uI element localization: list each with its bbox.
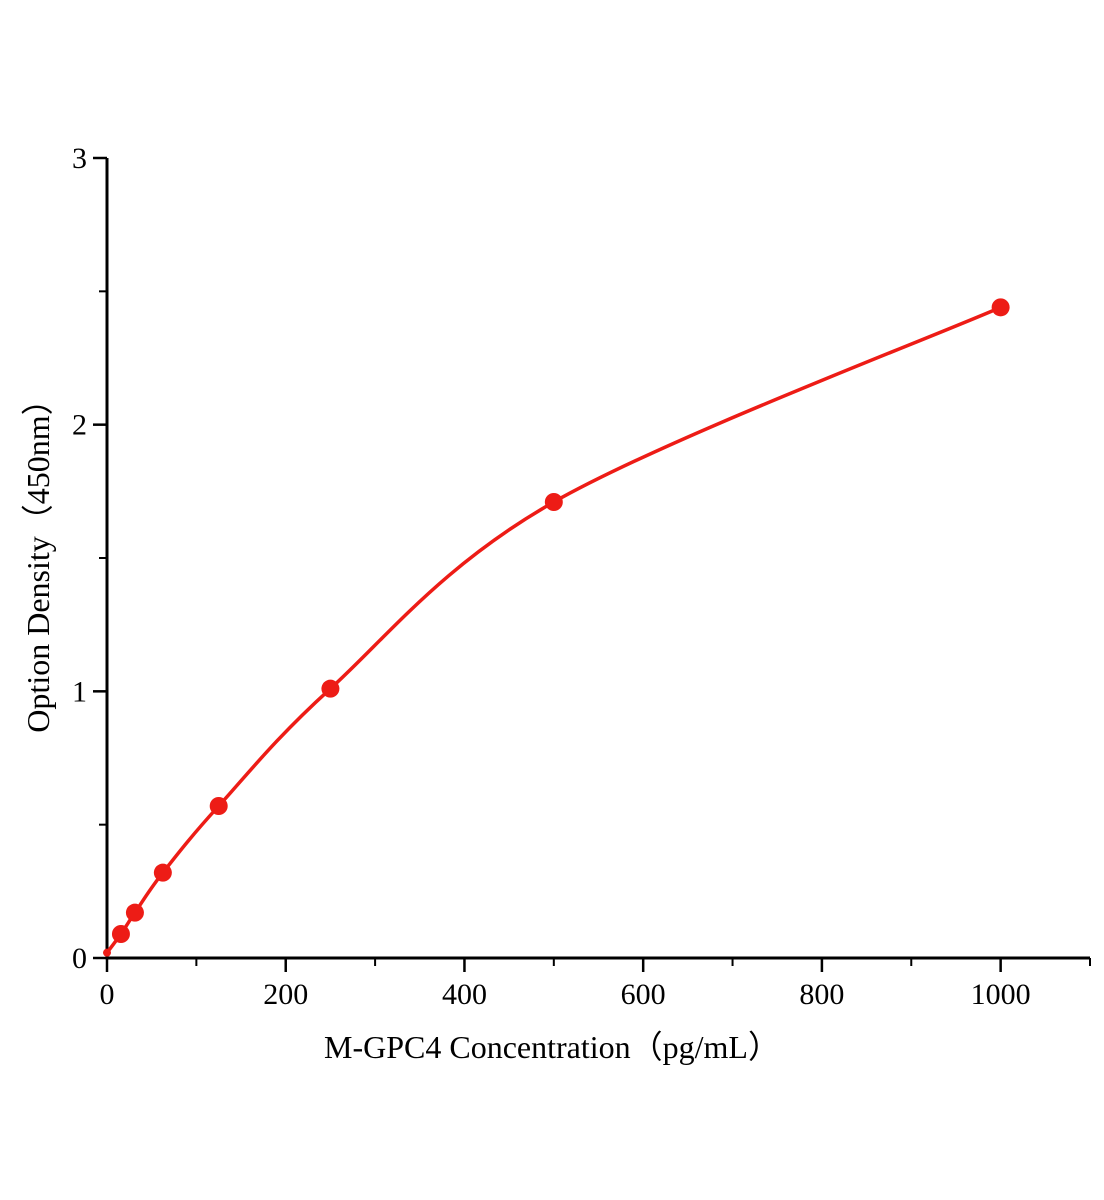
y-tick-label: 3 — [72, 142, 87, 175]
x-axis-title: M-GPC4 Concentration（pg/mL） — [324, 1029, 780, 1065]
x-tick-label: 1000 — [971, 978, 1031, 1011]
x-tick-label: 600 — [621, 978, 666, 1011]
y-tick-label: 1 — [72, 675, 87, 708]
data-point — [125, 903, 144, 922]
y-axis-title: Option Density（450nm） — [20, 383, 56, 733]
x-tick-label: 400 — [442, 978, 487, 1011]
x-tick-label: 200 — [263, 978, 308, 1011]
standard-curve-line — [105, 305, 1003, 955]
data-point — [991, 298, 1010, 317]
data-point — [153, 863, 172, 882]
y-tick-label: 2 — [72, 409, 87, 442]
data-point — [111, 925, 130, 943]
y-tick-label: 0 — [72, 942, 87, 975]
x-tick-label: 0 — [100, 978, 115, 1011]
data-point — [209, 797, 228, 815]
data-point — [544, 493, 563, 511]
data-point — [321, 679, 340, 698]
data-point — [103, 948, 111, 957]
x-tick-label: 800 — [799, 978, 844, 1011]
